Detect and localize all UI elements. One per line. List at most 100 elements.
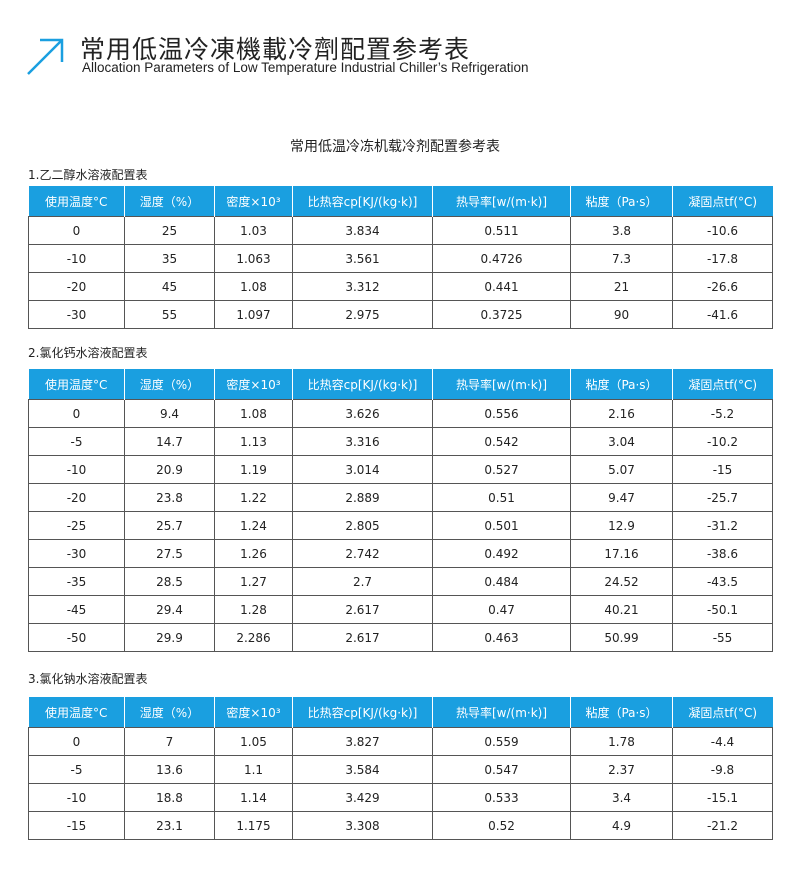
section-label: 1.乙二醇水溶液配置表 — [28, 168, 148, 182]
column-header: 湿度（%） — [124, 186, 215, 217]
table-row: -30 27.5 1.26 2.742 0.492 17.16 -38.6 — [28, 539, 773, 568]
table-cell: 0.484 — [432, 567, 571, 596]
table-cell: 55 — [124, 300, 215, 329]
column-header: 凝固点tf(°C) — [672, 369, 773, 400]
table-cell: 1.08 — [214, 272, 293, 301]
table-cell: 1.19 — [214, 455, 293, 484]
table-cell: 3.014 — [292, 455, 433, 484]
table-cell: 0.463 — [432, 623, 571, 652]
table-cell: -20 — [28, 483, 125, 512]
table-cell: -30 — [28, 300, 125, 329]
table-cell: 0.556 — [432, 399, 571, 428]
table-cell: 0.441 — [432, 272, 571, 301]
table-cell: 0.542 — [432, 427, 571, 456]
column-header: 使用温度°C — [28, 697, 125, 728]
table-cell: 1.175 — [214, 811, 293, 840]
table-cell: 9.4 — [124, 399, 215, 428]
table-cell: 0.511 — [432, 216, 571, 245]
page-subtitle: Allocation Parameters of Low Temperature… — [82, 60, 529, 75]
table-cell: -4.4 — [672, 727, 773, 756]
table-cell: -10 — [28, 455, 125, 484]
table-cell: 3.827 — [292, 727, 433, 756]
table-cell: 7.3 — [570, 244, 673, 273]
table-row: -15 23.1 1.175 3.308 0.52 4.9 -21.2 — [28, 811, 773, 840]
table-cell: 1.78 — [570, 727, 673, 756]
table-cell: 9.47 — [570, 483, 673, 512]
table-cell: -9.8 — [672, 755, 773, 784]
table-cell: 1.1 — [214, 755, 293, 784]
table-cell: 14.7 — [124, 427, 215, 456]
table-cell: -5 — [28, 755, 125, 784]
data-table: 使用温度°C 湿度（%） 密度×10³ 比热容cp[KJ/(kg·k)] 热导率[w/(… — [28, 697, 773, 840]
table-row: -10 35 1.063 3.561 0.4726 7.3 -17.8 — [28, 244, 773, 273]
table-cell: 40.21 — [570, 595, 673, 624]
table-row: -20 23.8 1.22 2.889 0.51 9.47 -25.7 — [28, 483, 773, 512]
table-cell: -31.2 — [672, 511, 773, 540]
table-cell: 29.4 — [124, 595, 215, 624]
table-cell: 17.16 — [570, 539, 673, 568]
table-row: -5 13.6 1.1 3.584 0.547 2.37 -9.8 — [28, 755, 773, 784]
table-row: -5 14.7 1.13 3.316 0.542 3.04 -10.2 — [28, 427, 773, 456]
table-cell: 0 — [28, 399, 125, 428]
table-cell: -17.8 — [672, 244, 773, 273]
column-header: 粘度（Pa·s） — [570, 186, 673, 217]
table-cell: 1.063 — [214, 244, 293, 273]
table-cell: 0 — [28, 727, 125, 756]
table-cell: 23.1 — [124, 811, 215, 840]
section-label: 2.氯化钙水溶液配置表 — [28, 346, 148, 360]
table-row: 0 9.4 1.08 3.626 0.556 2.16 -5.2 — [28, 399, 773, 428]
table-cell: 1.08 — [214, 399, 293, 428]
table-cell: 2.889 — [292, 483, 433, 512]
table-cell: 24.52 — [570, 567, 673, 596]
table-cell: -41.6 — [672, 300, 773, 329]
table-cell: -10 — [28, 244, 125, 273]
table-cell: 1.26 — [214, 539, 293, 568]
table-cell: 3.4 — [570, 783, 673, 812]
data-table: 使用温度°C 湿度（%） 密度×10³ 比热容cp[KJ/(kg·k)] 热导率[w/(… — [28, 369, 773, 652]
table-cell: -25 — [28, 511, 125, 540]
table-cell: 2.617 — [292, 595, 433, 624]
table-row: -10 18.8 1.14 3.429 0.533 3.4 -15.1 — [28, 783, 773, 812]
table-cell: 2.7 — [292, 567, 433, 596]
column-header: 比热容cp[KJ/(kg·k)] — [292, 186, 433, 217]
table-cell: -15 — [28, 811, 125, 840]
table-cell: 0.559 — [432, 727, 571, 756]
table-cell: 3.834 — [292, 216, 433, 245]
table-cell: 20.9 — [124, 455, 215, 484]
table-cell: 0 — [28, 216, 125, 245]
arrow-up-right-icon — [27, 38, 64, 75]
table-cell: 1.097 — [214, 300, 293, 329]
table-cell: 3.626 — [292, 399, 433, 428]
table-cell: 2.286 — [214, 623, 293, 652]
table-row: 0 25 1.03 3.834 0.511 3.8 -10.6 — [28, 216, 773, 245]
column-header: 热导率[w/(m·k)] — [432, 369, 571, 400]
table-cell: 2.742 — [292, 539, 433, 568]
table-cell: 13.6 — [124, 755, 215, 784]
table-cell: 27.5 — [124, 539, 215, 568]
table-cell: 3.561 — [292, 244, 433, 273]
table-cell: -30 — [28, 539, 125, 568]
table-cell: 0.47 — [432, 595, 571, 624]
column-header: 密度×10³ — [214, 369, 293, 400]
table-cell: 90 — [570, 300, 673, 329]
table-cell: 0.547 — [432, 755, 571, 784]
column-header: 粘度（Pa·s） — [570, 697, 673, 728]
table-cell: 25.7 — [124, 511, 215, 540]
table-cell: -50.1 — [672, 595, 773, 624]
table-cell: 18.8 — [124, 783, 215, 812]
table-cell: 1.27 — [214, 567, 293, 596]
table-row: -20 45 1.08 3.312 0.441 21 -26.6 — [28, 272, 773, 301]
table-cell: 3.04 — [570, 427, 673, 456]
table-row: -10 20.9 1.19 3.014 0.527 5.07 -15 — [28, 455, 773, 484]
table-cell: 3.429 — [292, 783, 433, 812]
column-header: 使用温度°C — [28, 186, 125, 217]
column-header: 湿度（%） — [124, 369, 215, 400]
column-header: 热导率[w/(m·k)] — [432, 186, 571, 217]
table-cell: -5 — [28, 427, 125, 456]
table-cell: 3.312 — [292, 272, 433, 301]
table-cell: -15.1 — [672, 783, 773, 812]
table-cell: -10.6 — [672, 216, 773, 245]
table-cell: -10.2 — [672, 427, 773, 456]
table-cell: 2.975 — [292, 300, 433, 329]
